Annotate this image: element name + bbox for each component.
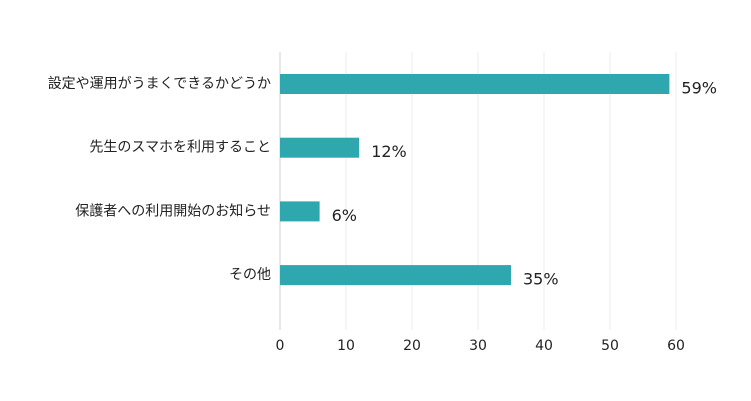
value-label: 6%	[332, 206, 357, 225]
x-tick-label: 10	[337, 338, 355, 354]
value-label: 59%	[681, 79, 717, 98]
x-tick-label: 20	[403, 338, 421, 354]
x-tick-label: 60	[667, 338, 685, 354]
y-tick-label: 保護者への利用開始のお知らせ	[75, 202, 271, 219]
bar	[280, 265, 511, 286]
x-tick-label: 30	[469, 338, 487, 354]
x-tick-label: 0	[276, 338, 285, 354]
bar	[280, 74, 670, 94]
x-tick-label: 40	[535, 338, 553, 354]
x-tick-label: 50	[601, 338, 619, 354]
bar	[280, 137, 360, 158]
value-label: 35%	[523, 270, 559, 289]
y-tick-label: その他	[229, 267, 271, 283]
value-label: 12%	[371, 142, 407, 161]
y-tick-label: 先生のスマホを利用すること	[89, 140, 271, 156]
y-tick-label: 設定や運用がうまくできるかどうか	[48, 76, 271, 92]
bar	[280, 201, 320, 222]
